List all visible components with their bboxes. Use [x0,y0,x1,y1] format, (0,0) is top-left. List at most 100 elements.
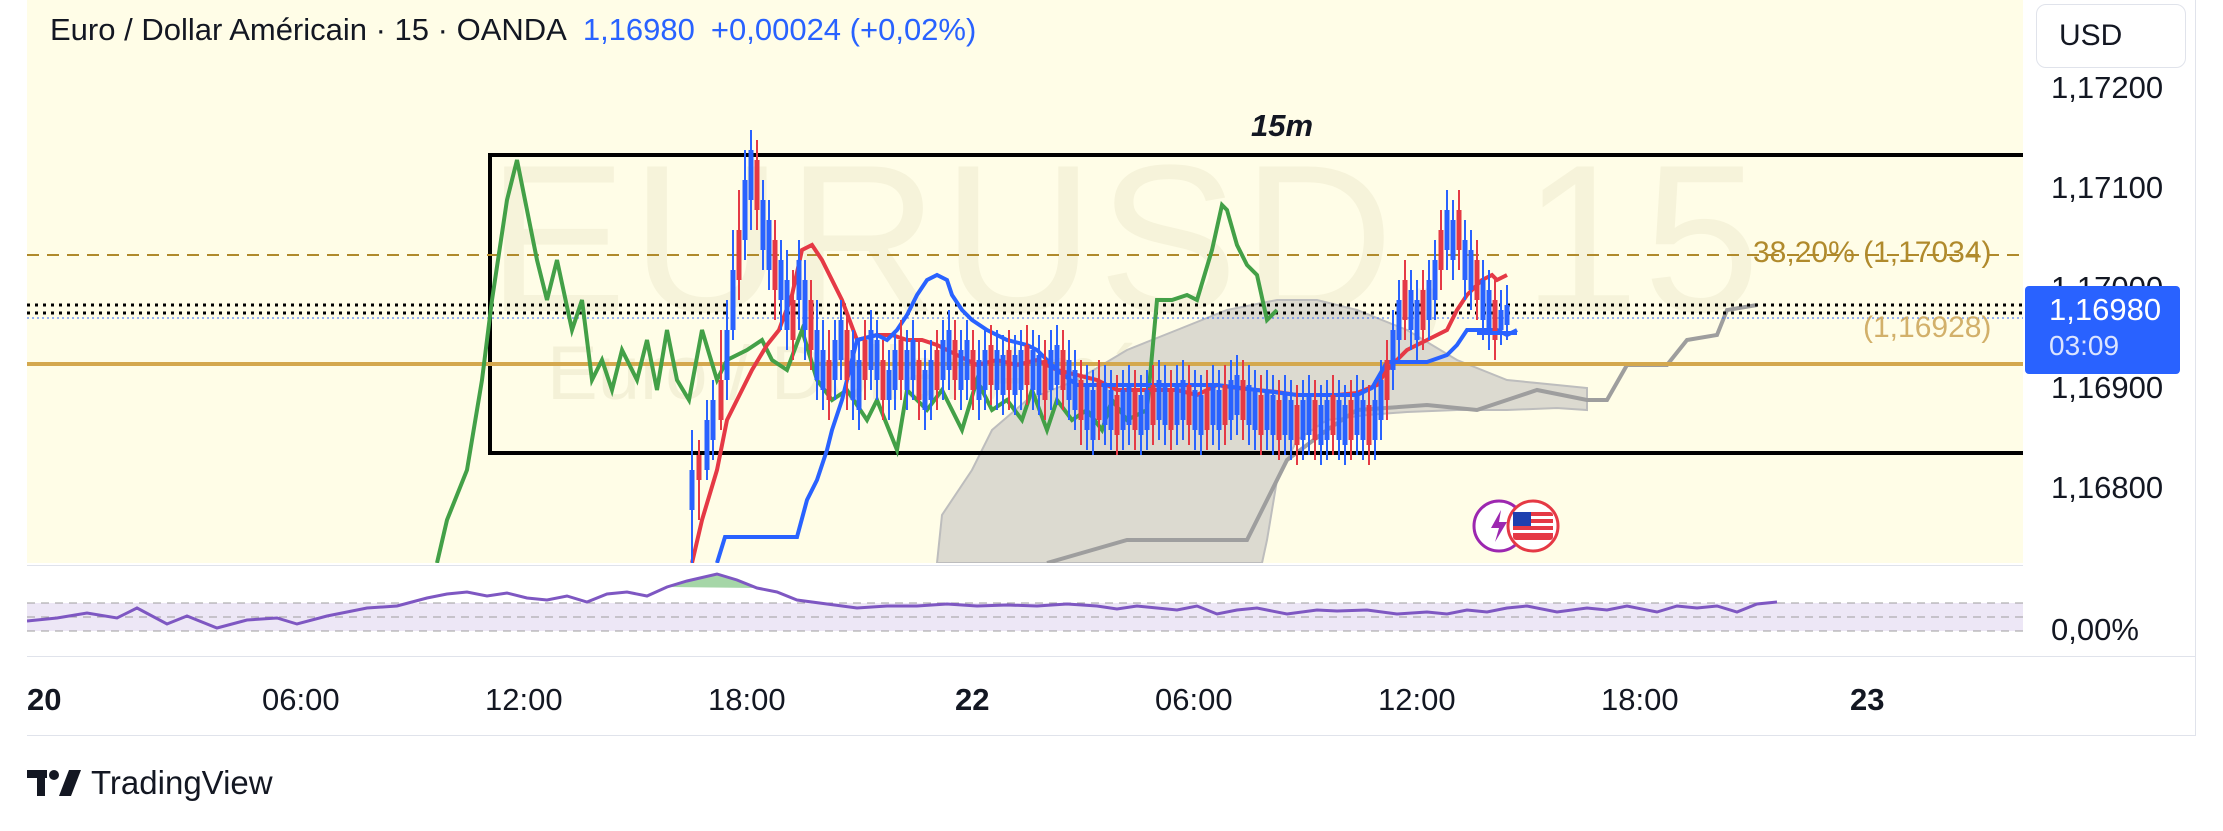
current-price: 1,16980 [582,12,695,47]
time-label: 12:00 [485,682,563,717]
symbol-title[interactable]: Euro / Dollar Américain · 15 · OANDA [50,12,567,47]
candle-body [1234,375,1240,415]
candle-body [1108,390,1114,430]
candle-body [1006,350,1012,390]
main-chart-pane[interactable]: EURUSD, 15 Euro / Dollar Américain 15m 3… [27,0,2023,563]
candle-body [766,220,772,270]
candle-body [1060,350,1066,390]
candle-body [1054,345,1060,385]
time-label: 18:00 [708,682,786,717]
candle-body [784,280,790,330]
candle-body [778,260,784,300]
candle-body [1228,380,1234,420]
candle-body [1312,400,1318,440]
time-label: 20 [27,682,62,717]
candle-body [1378,380,1384,420]
candle-body [1024,345,1030,385]
time-label: 18:00 [1601,682,1679,717]
candle-body [1486,290,1492,330]
candle-body [1132,390,1138,430]
leading-span-line [1046,303,1758,563]
candle-body [808,300,814,350]
candle-body [934,350,940,390]
candle-body [880,360,886,400]
candle-body [1048,350,1054,390]
candle-body [754,160,760,210]
candle-body [718,380,724,420]
bar-countdown: 03:09 [2049,330,2120,361]
candle-body [1186,385,1192,425]
currency-flag-icon[interactable] [1471,496,1571,556]
rsi-overbought-fill [667,574,757,588]
price-label-1: 1,17200 [2051,70,2164,105]
candle-body [1102,385,1108,425]
candle-body [964,340,970,380]
rsi-pane[interactable] [26,565,2023,656]
candle-body [1018,350,1024,390]
candle-body [1258,395,1264,435]
candle-body [1360,400,1366,440]
candle-body [1216,390,1222,430]
candle-body [730,270,736,330]
candle-body [1408,290,1414,330]
candle-body [874,340,880,380]
tradingview-footer[interactable]: TradingView [27,764,273,802]
candle-body [862,340,868,380]
candle-body [1492,300,1498,340]
candle-body [940,340,946,380]
candle-body [1504,305,1510,325]
range-box-label: 15m [1251,108,1314,143]
candle-body [1096,380,1102,420]
candle-body [1498,310,1504,330]
candle-body [1456,210,1462,250]
candle-body [826,360,832,400]
candle-body [898,340,904,380]
candle-body [994,350,1000,390]
candle-body [856,360,862,410]
candle-body [892,350,898,390]
price-label-4: 1,16900 [2051,370,2164,405]
time-axis[interactable] [27,656,2195,735]
price-chart-svg[interactable] [27,0,2023,563]
chikou-span-line [435,159,1279,563]
currency-selector-button[interactable]: USD [2036,4,2186,68]
candle-body [1072,370,1078,410]
candle-body [814,330,820,380]
candle-body [1042,360,1048,400]
candle-body [1036,355,1042,395]
candle-body [1372,400,1378,440]
rsi-svg [26,572,2023,632]
candle-body [1342,405,1348,445]
candle-body [1174,385,1180,425]
time-label: 06:00 [262,682,340,717]
candle-body [922,370,928,410]
symbol-watermark: EURUSD, 15 [487,121,1765,356]
candle-body [1480,280,1486,320]
price-label-2: 1,17100 [2051,170,2164,205]
candle-body [970,350,976,390]
candle-body [1180,380,1186,420]
candle-body [1276,400,1282,440]
candle-body [1432,260,1438,300]
candle-body [1012,355,1018,395]
candle-body [1306,395,1312,435]
time-label: 06:00 [1155,682,1233,717]
time-label: 23 [1850,682,1885,717]
candle-body [1000,355,1006,395]
candle-body [1270,395,1276,435]
tradingview-logo-icon [27,770,81,796]
candle-body [886,370,892,400]
candle-body [946,330,952,370]
candle-body [1438,230,1444,270]
candle-body [760,200,766,250]
price-change: +0,00024 (+0,02%) [710,12,977,47]
candle-body [1450,220,1456,260]
candle-body [1156,380,1162,420]
candle-body [1168,390,1174,430]
candle-body [1126,385,1132,425]
symbol-header[interactable]: Euro / Dollar Américain · 15 · OANDA 1,1… [50,12,976,48]
candle-body [1210,385,1216,425]
candle-body [742,180,748,240]
candle-body [844,330,850,380]
candle-body [1246,385,1252,425]
